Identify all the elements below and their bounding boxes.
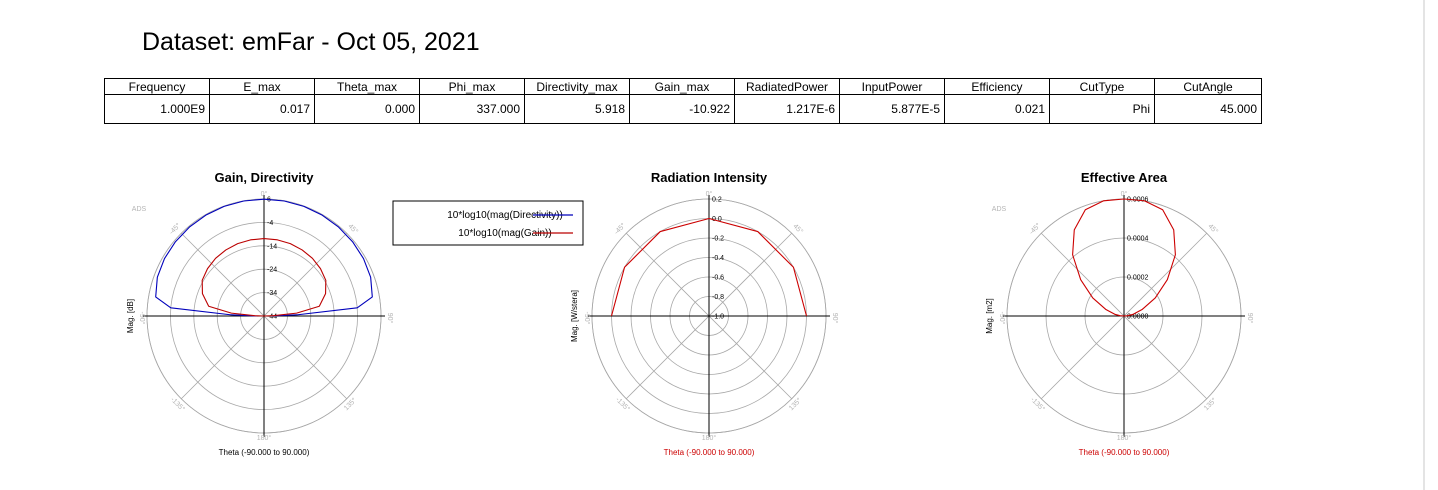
x-axis-label: Theta (-90.000 to 90.000) (219, 448, 310, 457)
radial-tick-label: 0.0002 (1127, 275, 1149, 282)
angle-label: 45° (1207, 222, 1220, 235)
table-cell-radiatedpower: 1.217E-6 (734, 94, 840, 124)
table-row: 1.000E9 0.017 0.000 337.000 5.918 -10.922 1.21… (104, 94, 1262, 124)
table-cell-cutangle: 45.000 (1154, 94, 1262, 124)
angle-label: -90° (998, 312, 1006, 325)
y-axis-label: Mag. [dB] (126, 299, 135, 333)
radial-tick-label: 0.0004 (1127, 236, 1149, 243)
x-axis-label: Theta (-90.000 to 90.000) (1079, 448, 1170, 457)
radial-tick-label: -14 (267, 243, 277, 250)
radial-tick-label: 0.2 (712, 197, 722, 204)
ads-watermark: ADS (132, 206, 147, 213)
polar-chart-1: 0°45°90°135°180°-135°-90°-45°6-4-14-24-3… (126, 170, 584, 457)
y-axis-label: Mag. [W/stera] (570, 290, 579, 342)
table-cell-theta_max: 0.000 (314, 94, 420, 124)
radial-tick-label: -24 (267, 267, 277, 274)
table-cell-directivity_max: 5.918 (524, 94, 630, 124)
legend-box (392, 200, 584, 246)
table-cell-inputpower: 5.877E-5 (839, 94, 945, 124)
radial-tick-label: 0.0 (712, 216, 722, 223)
chart-title: Radiation Intensity (651, 170, 768, 185)
radial-tick-label: -4 (267, 220, 273, 227)
table-cell-phi_max: 337.000 (419, 94, 525, 124)
summary-table: Frequency E_max Theta_max Phi_max Directivit… (104, 78, 1262, 124)
chart-title: Gain, Directivity (215, 170, 315, 185)
angle-label: 90° (1246, 313, 1254, 324)
legend: 10*log10(mag(Directivity)) 10*log10(mag(G… (392, 200, 584, 246)
angle-label: 180° (1117, 434, 1132, 442)
angle-label: 180° (702, 434, 717, 442)
legend-label: 10*log10(mag(Directivity)) (447, 210, 563, 221)
series-line-2 (201, 238, 327, 317)
radial-tick-label: -1.0 (712, 314, 724, 321)
legend-label: 10*log10(mag(Gain)) (458, 228, 551, 239)
angle-label: 45° (792, 222, 805, 235)
polar-chart-2: 0°45°90°135°180°-135°-90°-45°0.20.0-0.2-… (570, 170, 839, 457)
angle-label: 90° (386, 313, 394, 324)
series-line-1 (610, 217, 808, 317)
angle-label: 135° (1202, 396, 1218, 412)
frame-edge (1423, 0, 1425, 490)
angle-label: -90° (138, 312, 146, 325)
x-axis-label: Theta (-90.000 to 90.000) (664, 448, 755, 457)
table-header-inputpower: InputPower (839, 78, 945, 95)
radial-tick-label: -0.2 (712, 236, 724, 243)
radial-tick-label: -0.8 (712, 294, 724, 301)
angle-label: -135° (169, 395, 187, 413)
chart-title: Effective Area (1081, 170, 1168, 185)
angle-label: 45° (347, 222, 360, 235)
radial-tick-label: -0.4 (712, 255, 724, 262)
radial-tick-label: -44 (267, 314, 277, 321)
table-cell-gain_max: -10.922 (629, 94, 735, 124)
radial-tick-label: -34 (267, 290, 277, 297)
table-header-gain_max: Gain_max (629, 78, 735, 95)
angle-label: -135° (1029, 395, 1047, 413)
table-cell-cuttype: Phi (1049, 94, 1155, 124)
radial-tick-label: 0.0000 (1127, 314, 1149, 321)
angle-label: 0° (706, 190, 713, 198)
angle-label: -135° (614, 395, 632, 413)
radial-tick-label: -0.6 (712, 275, 724, 282)
polar-chart-3: 0°45°90°135°180°-135°-90°-45°0.00060.000… (985, 170, 1254, 457)
angle-label: 180° (257, 434, 272, 442)
angle-label: 135° (787, 396, 803, 412)
angle-label: 0° (1121, 190, 1128, 198)
table-cell-frequency: 1.000E9 (104, 94, 210, 124)
angle-label: 90° (831, 313, 839, 324)
page-title: Dataset: emFar - Oct 05, 2021 (142, 28, 480, 56)
angle-label: 135° (342, 396, 358, 412)
angle-label: 0° (261, 190, 268, 198)
y-axis-label: Mag. [m2] (985, 298, 994, 334)
table-header-efficiency: Efficiency (944, 78, 1050, 95)
table-header-cutangle: CutAngle (1154, 78, 1262, 95)
series-line-1 (155, 198, 373, 317)
angle-label: -90° (583, 312, 591, 325)
ads-watermark: ADS (992, 206, 1007, 213)
series-line-1 (1072, 198, 1176, 317)
